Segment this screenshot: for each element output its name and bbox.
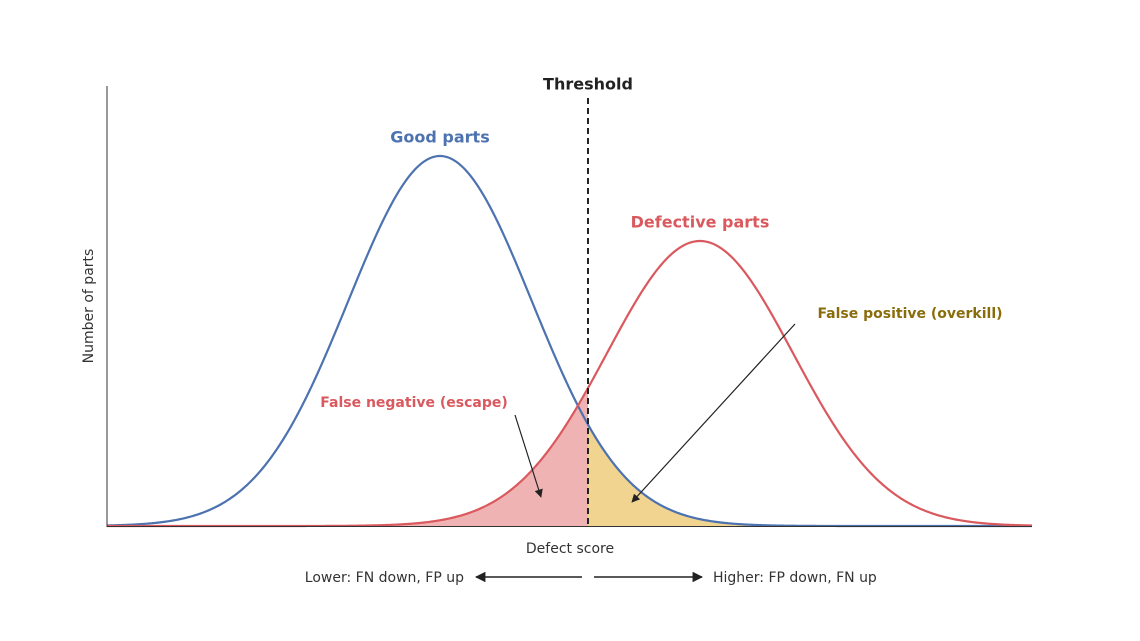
false-negative-arrow [514,414,543,498]
y-axis-label: Number of parts [81,249,97,364]
x-axis-label: Defect score [526,541,614,557]
false-positive-area [588,424,1032,526]
false-negative-area [107,387,588,526]
threshold-label: Threshold [543,75,633,94]
higher-note: Higher: FP down, FN up [713,570,877,586]
fills [107,387,1032,526]
defective-label: Defective parts [631,213,770,232]
false-negative-label: False negative (escape) [320,395,508,411]
false-positive-label: False positive (overkill) [817,306,1002,322]
good-label: Good parts [390,128,489,147]
false-positive-arrow [631,323,796,503]
lower-note: Lower: FN down, FP up [305,570,464,586]
